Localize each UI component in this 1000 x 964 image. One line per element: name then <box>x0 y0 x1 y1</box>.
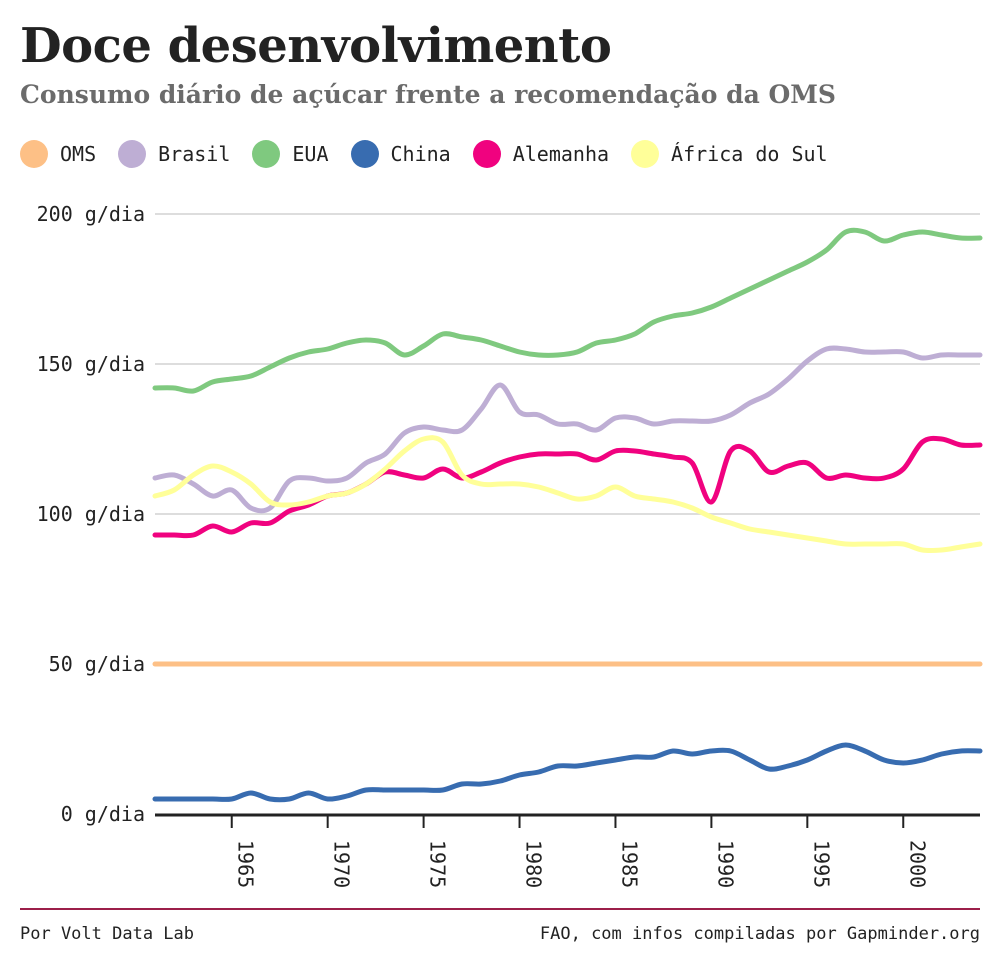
legend-swatch <box>350 140 379 168</box>
legend-item: África do Sul <box>631 140 828 168</box>
legend-label: Alemanha <box>512 142 610 166</box>
series-line-africa-do-sul <box>152 435 983 554</box>
y-tick-label: 150 g/dia <box>37 352 145 376</box>
y-tick-label: 0 g/dia <box>61 802 145 826</box>
footer-credit: Por Volt Data Lab <box>20 924 194 944</box>
footer-divider <box>20 908 980 910</box>
legend-swatch <box>20 140 48 168</box>
legend-label: China <box>390 142 451 166</box>
legend-item: Brasil <box>118 140 230 168</box>
legend-label: EUA <box>292 142 329 166</box>
y-tick-label: 200 g/dia <box>37 202 145 226</box>
y-tick-label: 50 g/dia <box>49 652 145 676</box>
legend-label: Brasil <box>158 142 231 166</box>
x-tick-label: 1975 <box>426 840 450 888</box>
x-tick-label: 1970 <box>330 840 354 888</box>
legend-swatch <box>118 140 147 168</box>
x-tick-label: 1965 <box>234 840 258 888</box>
legend-swatch <box>252 140 281 168</box>
series-line-eua <box>152 227 983 394</box>
chart-subtitle: Consumo diário de açúcar frente a recome… <box>20 80 836 109</box>
legend-swatch <box>472 140 501 168</box>
y-tick-label: 100 g/dia <box>37 502 145 526</box>
legend-label: África do Sul <box>671 142 828 166</box>
series-line-china <box>152 742 983 803</box>
chart-title: Doce desenvolvimento <box>20 18 612 74</box>
line-chart: 0 g/dia 50 g/dia 100 g/dia 150 g/dia 200 g/d… <box>37 202 983 888</box>
footer-source: FAO, com infos compiladas por Gapminder.… <box>539 924 980 944</box>
x-tick-label: 1990 <box>713 840 737 888</box>
legend-item: China <box>350 140 451 168</box>
x-tick-label: 2000 <box>905 840 929 888</box>
series-line-brasil <box>152 345 983 514</box>
legend-item: OMS <box>20 140 96 168</box>
legend-item: EUA <box>252 140 329 168</box>
legend-item: Alemanha <box>472 140 610 168</box>
x-tick-label: 1980 <box>522 840 546 888</box>
legend-swatch <box>631 140 660 168</box>
series-line-alemanha <box>152 435 983 539</box>
legend-label: OMS <box>60 142 97 166</box>
x-tick-label: 1985 <box>617 840 641 888</box>
x-tick-label: 1995 <box>809 840 833 888</box>
legend: OMS Brasil EUA China Alemanha África do Sul <box>20 140 850 168</box>
